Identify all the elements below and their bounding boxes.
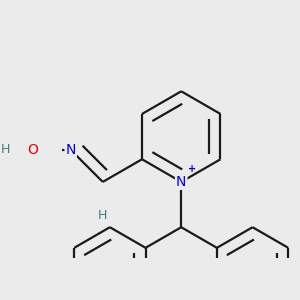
Text: N: N bbox=[65, 143, 76, 157]
Text: N: N bbox=[176, 175, 186, 189]
Text: H: H bbox=[0, 143, 10, 156]
Text: +: + bbox=[188, 164, 196, 173]
Text: O: O bbox=[27, 143, 38, 157]
Text: H: H bbox=[98, 209, 107, 222]
